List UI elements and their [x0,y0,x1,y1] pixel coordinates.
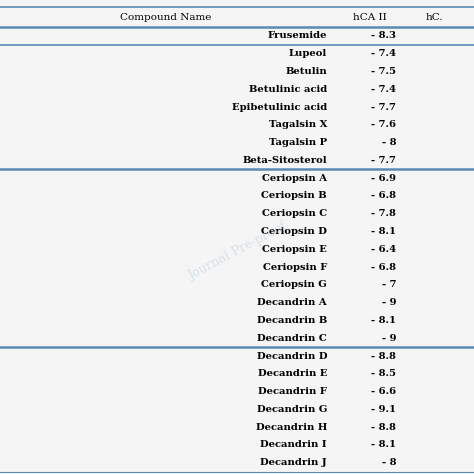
Text: Decandrin J: Decandrin J [260,458,327,467]
Text: - 9: - 9 [382,298,396,307]
Text: Decandrin C: Decandrin C [257,334,327,343]
Text: - 8.1: - 8.1 [371,227,396,236]
Text: - 8.8: - 8.8 [372,423,396,432]
Text: - 7.8: - 7.8 [372,209,396,218]
Text: Decandrin H: Decandrin H [255,423,327,432]
Text: Decandrin B: Decandrin B [257,316,327,325]
Text: Decandrin A: Decandrin A [257,298,327,307]
Text: - 7.7: - 7.7 [372,156,396,165]
Text: Frusemide: Frusemide [267,31,327,40]
Text: Tagalsin X: Tagalsin X [269,120,327,129]
Text: - 8.1: - 8.1 [371,440,396,449]
Text: - 7.4: - 7.4 [371,85,396,94]
Text: Ceriopsin A: Ceriopsin A [262,173,327,182]
Text: Ceriopsin C: Ceriopsin C [262,209,327,218]
Text: - 8.5: - 8.5 [371,369,396,378]
Text: Compound Name: Compound Name [120,13,211,21]
Text: - 7.6: - 7.6 [371,120,396,129]
Text: Beta-Sitosterol: Beta-Sitosterol [242,156,327,165]
Text: Decandrin F: Decandrin F [258,387,327,396]
Text: - 7.7: - 7.7 [372,102,396,111]
Text: Betulin: Betulin [285,67,327,76]
Text: - 9: - 9 [382,334,396,343]
Text: Decandrin G: Decandrin G [257,405,327,414]
Text: - 6.9: - 6.9 [371,173,396,182]
Text: - 8: - 8 [382,458,396,467]
Text: - 8.1: - 8.1 [371,316,396,325]
Text: Decandrin I: Decandrin I [260,440,327,449]
Text: Lupeol: Lupeol [289,49,327,58]
Text: Ceriopsin B: Ceriopsin B [262,191,327,201]
Text: - 6.4: - 6.4 [371,245,396,254]
Text: Ceriopsin G: Ceriopsin G [261,281,327,290]
Text: - 7: - 7 [382,281,396,290]
Text: Decandrin E: Decandrin E [257,369,327,378]
Text: - 6.8: - 6.8 [371,191,396,201]
Text: - 8.8: - 8.8 [372,352,396,361]
Text: - 7.5: - 7.5 [371,67,396,76]
Text: hC.: hC. [425,13,443,21]
Text: Ceriopsin D: Ceriopsin D [261,227,327,236]
Text: - 8: - 8 [382,138,396,147]
Text: - 7.4: - 7.4 [371,49,396,58]
Text: Epibetulinic acid: Epibetulinic acid [232,102,327,111]
Text: - 6.8: - 6.8 [371,263,396,272]
Text: - 9.1: - 9.1 [371,405,396,414]
Text: Decandrin D: Decandrin D [256,352,327,361]
Text: - 8.3: - 8.3 [371,31,396,40]
Text: hCA II: hCA II [353,13,387,21]
Text: Betulinic acid: Betulinic acid [249,85,327,94]
Text: Ceriopsin F: Ceriopsin F [263,263,327,272]
Text: Tagalsin P: Tagalsin P [269,138,327,147]
Text: Ceriopsin E: Ceriopsin E [262,245,327,254]
Text: Journal Pre-proof: Journal Pre-proof [185,220,289,283]
Text: - 6.6: - 6.6 [371,387,396,396]
